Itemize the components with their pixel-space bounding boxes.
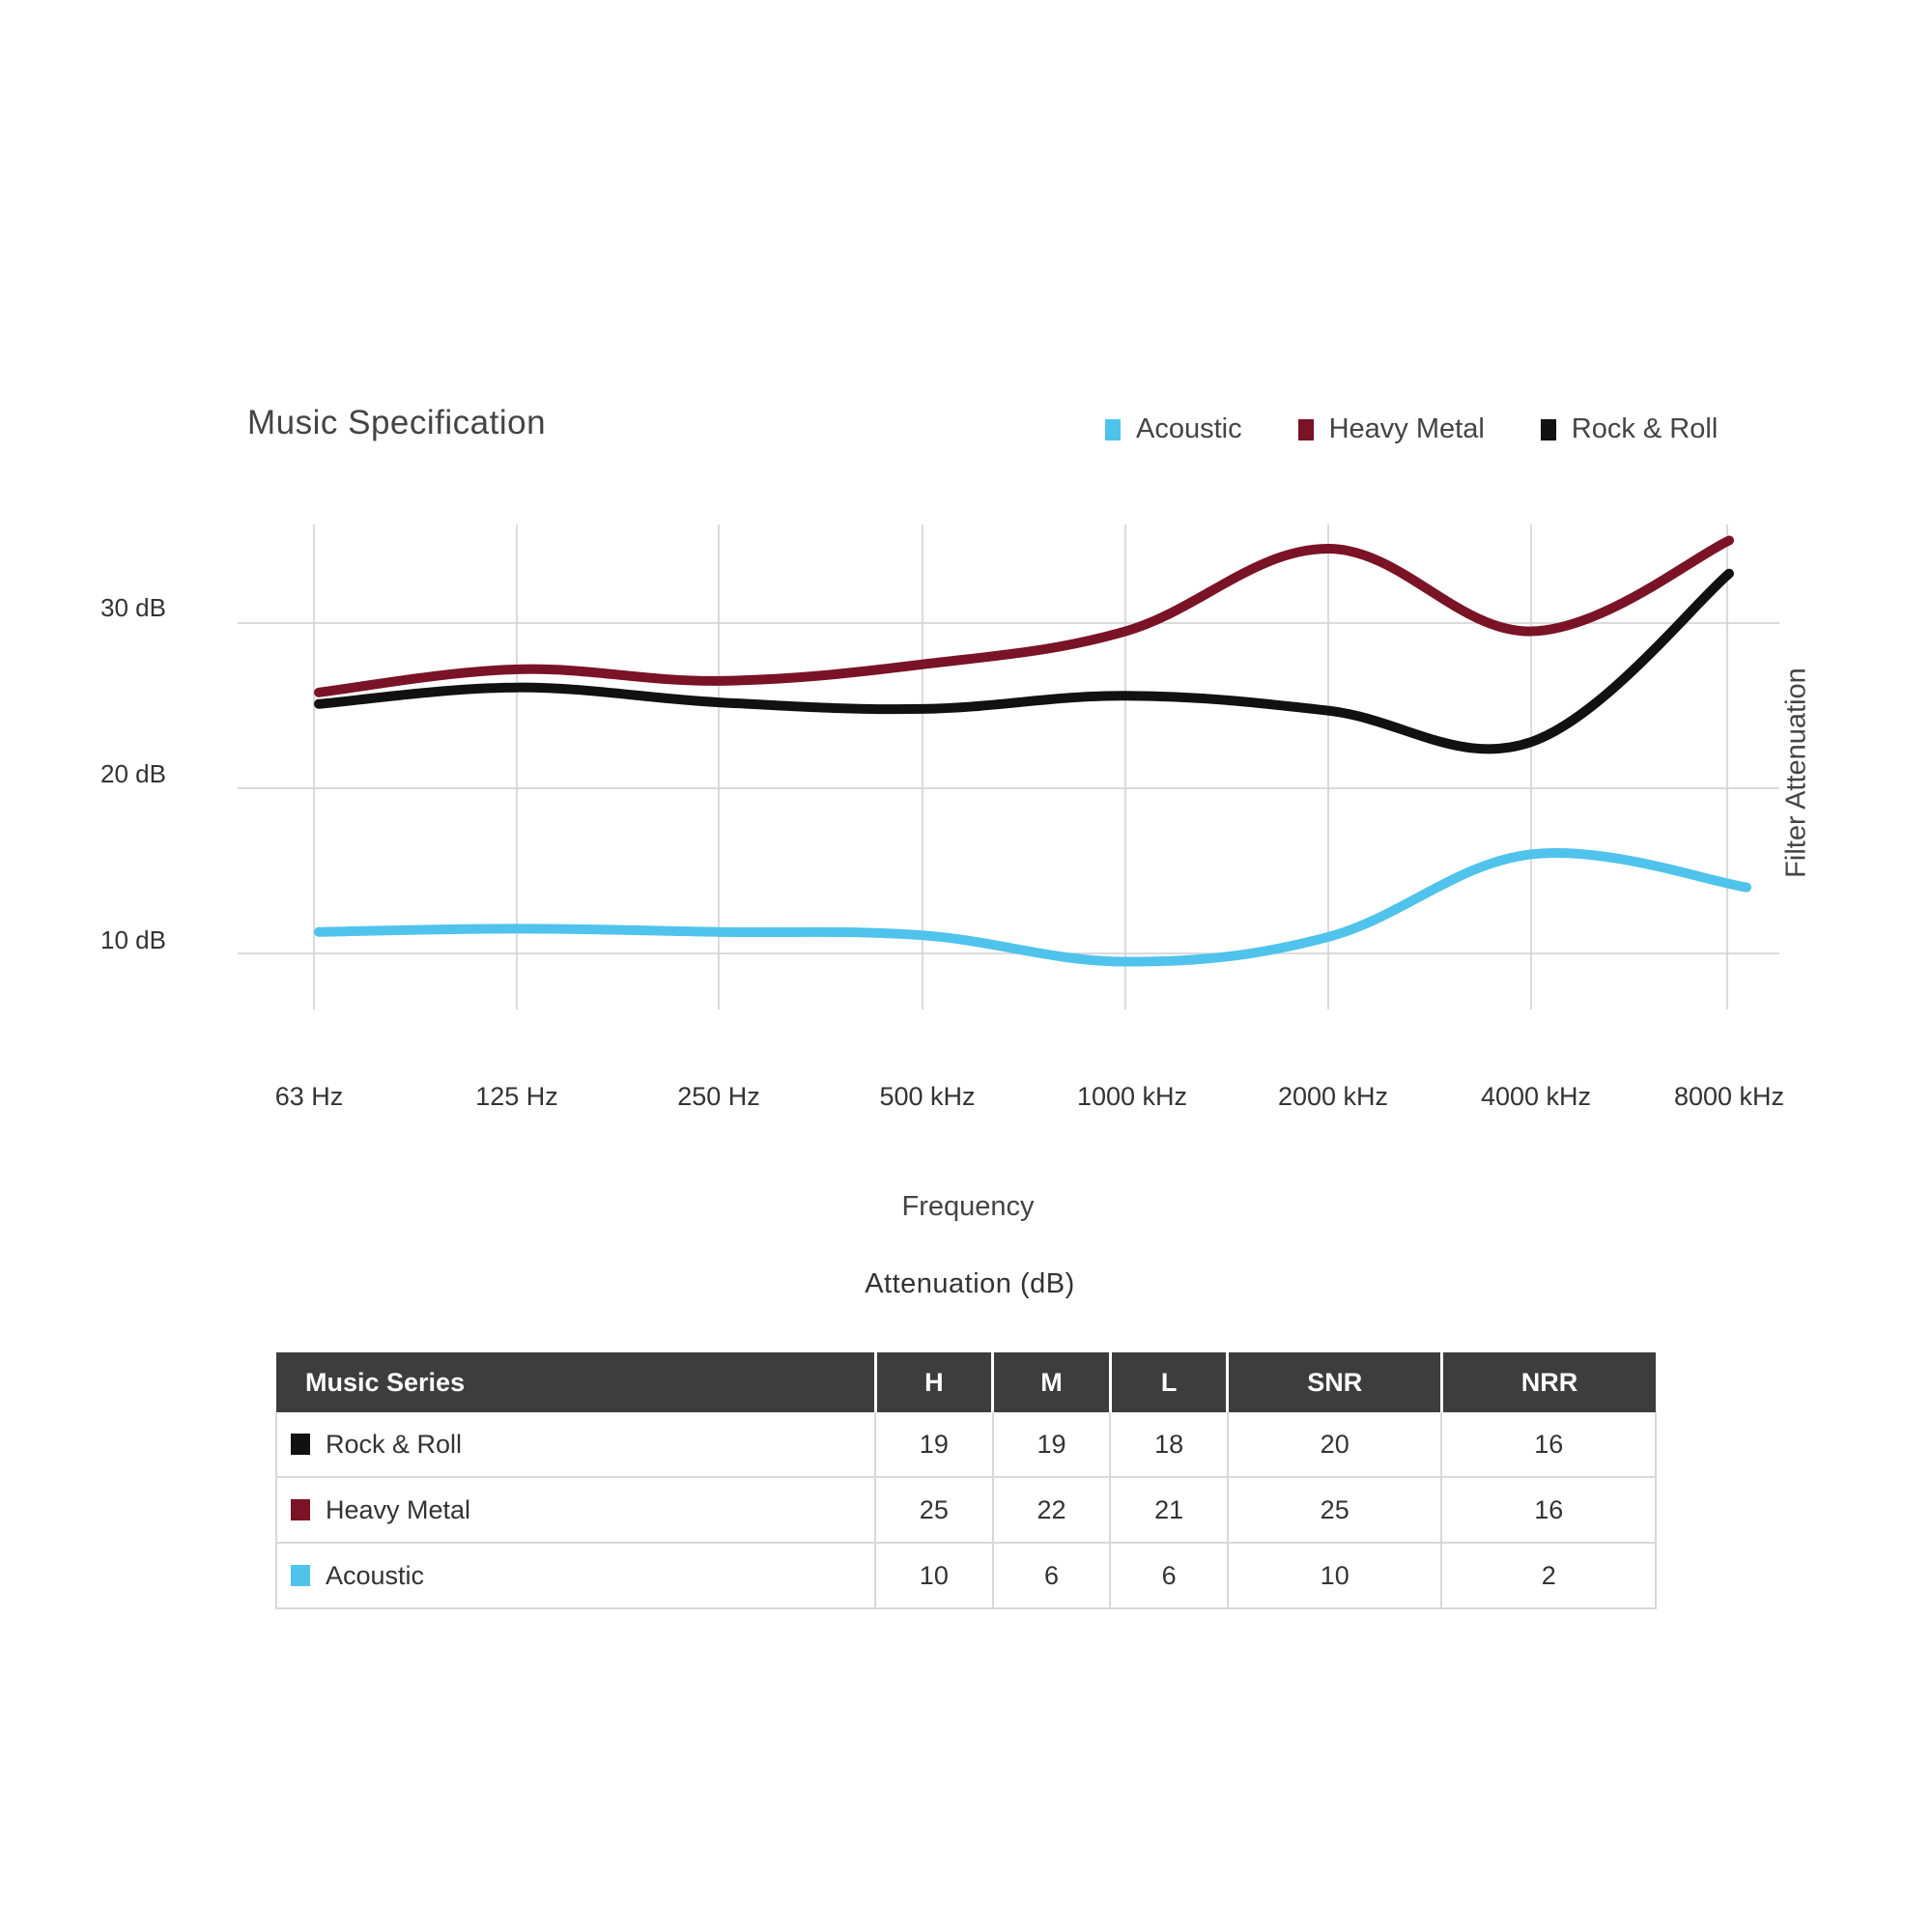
cell-h: 19 (875, 1412, 994, 1478)
y-tick-30: 30 dB (100, 593, 166, 622)
row-swatch (291, 1433, 310, 1455)
specs-table: Music Series H M L SNR NRR Rock & Roll 1… (275, 1352, 1657, 1609)
legend: Acoustic Heavy Metal Rock & Roll (1105, 413, 1718, 445)
cell-m: 6 (992, 1543, 1112, 1609)
legend-item-acoustic: Acoustic (1105, 413, 1242, 445)
x-tick-2000khz: 2000 kHz (1277, 1082, 1389, 1111)
legend-label-heavy-metal: Heavy Metal (1328, 413, 1485, 444)
cell-snr: 25 (1227, 1477, 1443, 1544)
header-music-series: Music Series (276, 1352, 877, 1412)
header-h: H (875, 1352, 995, 1412)
header-snr: SNR (1227, 1352, 1443, 1412)
legend-item-heavy-metal: Heavy Metal (1297, 413, 1485, 445)
header-l: L (1110, 1352, 1230, 1412)
cell-l: 6 (1110, 1543, 1229, 1609)
legend-swatch-acoustic (1105, 418, 1121, 440)
chart-grid (238, 525, 1779, 1009)
y-axis-label: Filter Attenuation (1780, 668, 1812, 878)
y-tick-20: 20 dB (100, 759, 166, 788)
cell-nrr: 16 (1441, 1412, 1657, 1478)
x-tick-125hz: 125 Hz (475, 1082, 558, 1111)
cell-h: 10 (875, 1543, 994, 1609)
row-swatch (291, 1498, 310, 1520)
x-axis-label: Frequency (901, 1191, 1035, 1222)
header-nrr: NRR (1441, 1352, 1656, 1412)
table-row: Heavy Metal 25 22 21 25 16 (275, 1477, 1657, 1544)
chart-title: Music Specification (247, 404, 547, 441)
legend-label-acoustic: Acoustic (1136, 413, 1242, 444)
row-name: Rock & Roll (326, 1429, 463, 1459)
cell-l: 21 (1110, 1477, 1229, 1544)
chart-lines (314, 535, 1751, 967)
cell-snr: 10 (1227, 1543, 1443, 1609)
cell-h: 25 (875, 1477, 994, 1544)
legend-swatch-rock-and-roll (1540, 418, 1556, 440)
table-row: Rock & Roll 19 19 18 20 16 (275, 1412, 1657, 1478)
row-name-cell: Heavy Metal (275, 1477, 876, 1544)
x-tick-63hz: 63 Hz (274, 1082, 344, 1111)
cell-m: 19 (992, 1412, 1112, 1478)
cell-snr: 20 (1227, 1412, 1443, 1478)
series-heavy-metal-line (314, 535, 1734, 697)
series-rock-and-roll-line (314, 568, 1734, 754)
header-m: M (992, 1352, 1112, 1412)
x-tick-4000khz: 4000 kHz (1480, 1082, 1592, 1111)
legend-label-rock-and-roll: Rock & Roll (1571, 413, 1719, 444)
cell-nrr: 2 (1441, 1543, 1657, 1609)
row-name-cell: Acoustic (275, 1543, 876, 1609)
table-header-row: Music Series H M L SNR NRR (276, 1352, 1656, 1412)
row-swatch (291, 1564, 310, 1586)
x-tick-500khz: 500 kHz (879, 1082, 976, 1111)
x-tick-1000khz: 1000 kHz (1076, 1082, 1188, 1111)
row-name-cell: Rock & Roll (275, 1412, 876, 1478)
y-tick-10: 10 dB (100, 925, 166, 954)
cell-m: 22 (992, 1477, 1112, 1544)
cell-l: 18 (1110, 1412, 1229, 1478)
table-caption: Attenuation (dB) (865, 1268, 1075, 1299)
x-tick-250hz: 250 Hz (677, 1082, 760, 1111)
legend-item-rock-and-roll: Rock & Roll (1540, 413, 1719, 445)
legend-swatch-heavy-metal (1297, 418, 1314, 440)
row-name: Heavy Metal (326, 1494, 471, 1524)
cell-nrr: 16 (1441, 1477, 1657, 1544)
table-row: Acoustic 10 6 6 10 2 (275, 1543, 1657, 1609)
x-tick-8000khz: 8000 kHz (1673, 1082, 1785, 1111)
row-name: Acoustic (326, 1560, 425, 1590)
series-acoustic-line (314, 847, 1751, 967)
